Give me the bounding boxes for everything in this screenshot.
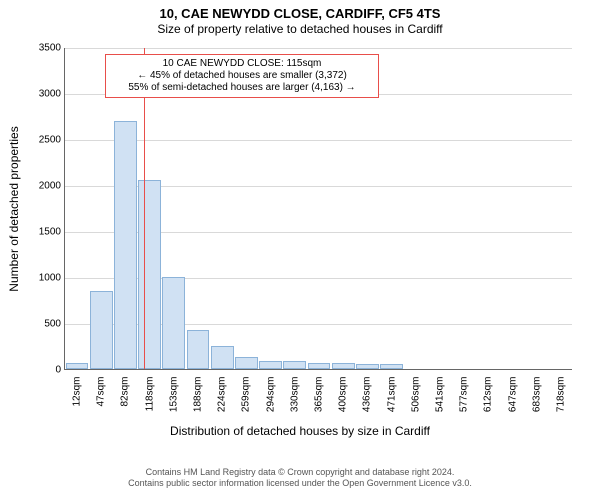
histogram-bar [356, 364, 379, 369]
x-tick-label: 294sqm [265, 375, 276, 413]
footer-line-1: Contains HM Land Registry data © Crown c… [0, 467, 600, 479]
y-tick-label: 3000 [39, 89, 65, 100]
y-tick-label: 2500 [39, 135, 65, 146]
grid-line [65, 48, 572, 49]
y-tick-label: 500 [44, 319, 65, 330]
y-tick-label: 1000 [39, 273, 65, 284]
x-tick-label: 506sqm [410, 375, 421, 413]
histogram-bar [332, 363, 355, 369]
footer-line-2: Contains public sector information licen… [0, 478, 600, 490]
histogram-bar [380, 364, 403, 369]
histogram-bar [259, 361, 282, 369]
x-tick-label: 436sqm [362, 375, 373, 413]
x-tick-label: 82sqm [120, 375, 131, 407]
x-tick-label: 224sqm [217, 375, 228, 413]
x-axis-label: Distribution of detached houses by size … [0, 424, 600, 438]
x-tick-label: 577sqm [459, 375, 470, 413]
x-tick-label: 718sqm [555, 375, 566, 413]
x-tick-label: 471sqm [386, 375, 397, 413]
x-tick-label: 365sqm [314, 375, 325, 413]
annotation-line: ← 45% of detached houses are smaller (3,… [109, 70, 375, 82]
plot-area: 050010001500200025003000350012sqm47sqm82… [64, 48, 572, 370]
histogram-bar [283, 361, 306, 369]
y-tick-label: 2000 [39, 181, 65, 192]
x-tick-label: 400sqm [338, 375, 349, 413]
histogram-bar [138, 180, 161, 369]
histogram-bar [235, 357, 258, 369]
x-tick-label: 683sqm [531, 375, 542, 413]
histogram-bar [308, 363, 331, 369]
y-tick-label: 3500 [39, 43, 65, 54]
x-tick-label: 12sqm [72, 375, 83, 407]
x-tick-label: 612sqm [483, 375, 494, 413]
x-tick-label: 647sqm [507, 375, 518, 413]
y-tick-label: 0 [55, 365, 65, 376]
histogram-bar [90, 291, 113, 369]
histogram-bar [66, 363, 89, 369]
grid-line [65, 140, 572, 141]
histogram-bar [211, 346, 234, 369]
annotation-box: 10 CAE NEWYDD CLOSE: 115sqm← 45% of deta… [105, 54, 379, 98]
footer-credits: Contains HM Land Registry data © Crown c… [0, 467, 600, 490]
x-tick-label: 47sqm [96, 375, 107, 407]
annotation-line: 10 CAE NEWYDD CLOSE: 115sqm [109, 58, 375, 70]
histogram-bar [114, 121, 137, 369]
y-tick-label: 1500 [39, 227, 65, 238]
histogram-bar [162, 277, 185, 369]
x-tick-label: 541sqm [434, 375, 445, 413]
histogram-bar [187, 330, 210, 369]
x-tick-label: 259sqm [241, 375, 252, 413]
annotation-line: 55% of semi-detached houses are larger (… [109, 82, 375, 94]
chart-area: 0 500 1000 1500 2000 2500 3000 3500 12sqm 47sqm 82… [0, 0, 600, 500]
x-tick-label: 330sqm [289, 375, 300, 413]
x-tick-label: 153sqm [168, 375, 179, 413]
x-tick-label: 118sqm [144, 375, 155, 412]
x-tick-label: 188sqm [193, 375, 204, 413]
y-axis-label: Number of detached properties [7, 126, 21, 291]
